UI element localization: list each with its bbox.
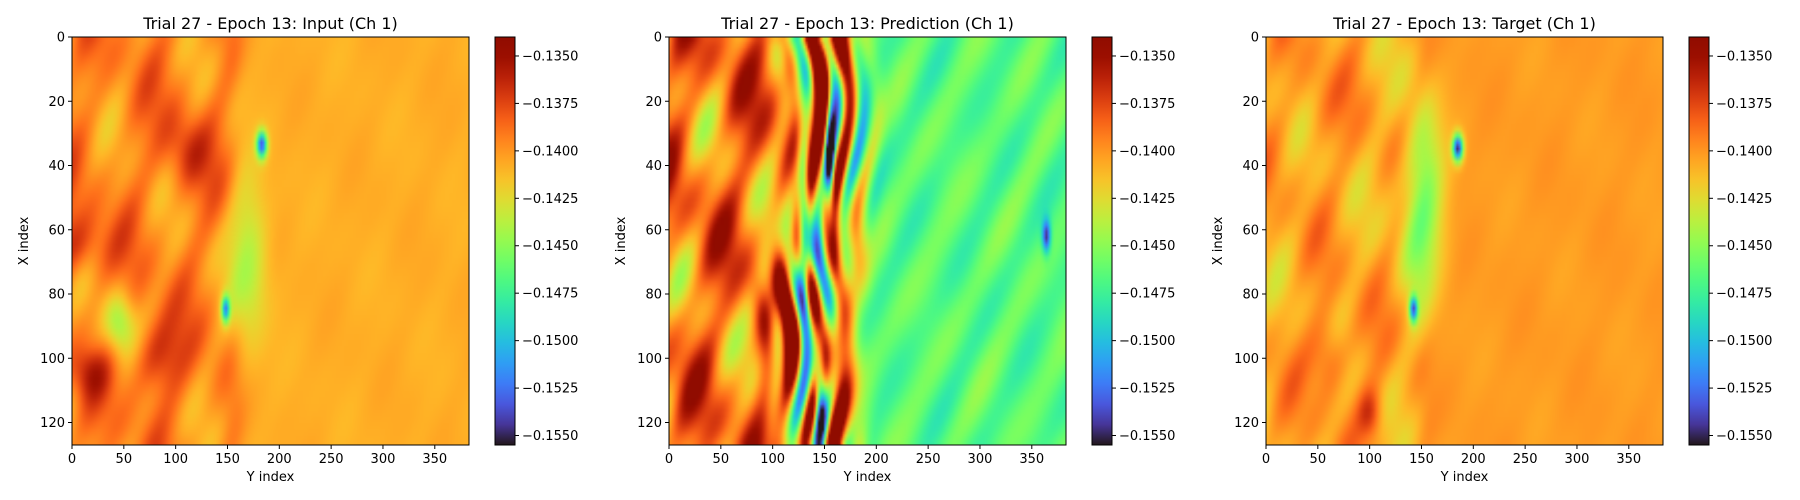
colorbar-tick-label: −0.1400 <box>1119 144 1175 159</box>
x-axis-label: Y index <box>843 470 892 485</box>
y-tick-label: 40 <box>48 159 65 174</box>
colorbar-tick-label: −0.1450 <box>1119 239 1175 254</box>
x-tick-label: 150 <box>215 452 240 467</box>
colorbar-tick-label: −0.1450 <box>1716 239 1772 254</box>
x-tick-label: 300 <box>371 452 396 467</box>
x-tick-label: 350 <box>1616 452 1641 467</box>
x-axis-label: Y index <box>246 470 295 485</box>
x-tick-label: 150 <box>1409 452 1434 467</box>
x-tick-label: 0 <box>1262 452 1270 467</box>
y-tick-label: 80 <box>1242 288 1259 303</box>
colorbar-tick-label: −0.1350 <box>522 49 578 64</box>
panel-1: Trial 27 - Epoch 13: Input (Ch 1) 0 50 100 1… <box>17 14 578 485</box>
colorbar-tick-label: −0.1350 <box>1119 49 1175 64</box>
colorbar-tick-label: −0.1425 <box>1716 192 1772 207</box>
heatmap-image <box>1266 37 1663 445</box>
colorbar-tick-label: −0.1425 <box>522 192 578 207</box>
y-tick-label: 80 <box>645 288 662 303</box>
colorbar-tick-label: −0.1400 <box>522 144 578 159</box>
x-tick-label: 350 <box>1019 452 1044 467</box>
y-tick-label: 60 <box>1242 223 1259 238</box>
plot-frame <box>1265 36 1664 446</box>
x-tick-label: 150 <box>812 452 837 467</box>
x-tick-label: 50 <box>1310 452 1327 467</box>
x-tick-label: 250 <box>319 452 344 467</box>
x-tick-label: 100 <box>163 452 188 467</box>
colorbar-tick-label: −0.1400 <box>1716 144 1772 159</box>
colorbar-tick-label: −0.1550 <box>522 429 578 444</box>
x-tick-label: 250 <box>916 452 941 467</box>
x-tick-label: 50 <box>713 452 730 467</box>
plot-frame <box>71 36 470 446</box>
colorbar <box>1091 36 1113 446</box>
colorbar-tick-label: −0.1500 <box>522 334 578 349</box>
y-tick-label: 40 <box>1242 159 1259 174</box>
x-tick-label: 200 <box>267 452 292 467</box>
y-tick-label: 120 <box>637 416 662 431</box>
y-tick-label: 60 <box>645 223 662 238</box>
heatmap-image <box>669 37 1066 445</box>
colorbar-tick-label: −0.1525 <box>1716 382 1772 397</box>
x-tick-label: 100 <box>1357 452 1382 467</box>
colorbar <box>494 36 516 446</box>
colorbar-tick-label: −0.1425 <box>1119 192 1175 207</box>
y-tick-label: 60 <box>48 223 65 238</box>
x-tick-label: 100 <box>760 452 785 467</box>
colorbar-tick-label: −0.1500 <box>1716 334 1772 349</box>
y-tick-label: 80 <box>48 288 65 303</box>
colorbar-tick-label: −0.1550 <box>1716 429 1772 444</box>
y-tick-label: 40 <box>645 159 662 174</box>
y-tick-label: 0 <box>1251 31 1259 46</box>
colorbar-tick-label: −0.1500 <box>1119 334 1175 349</box>
x-tick-label: 300 <box>968 452 993 467</box>
y-axis-label: X index <box>17 216 32 265</box>
x-tick-label: 300 <box>1565 452 1590 467</box>
panel-3: Trial 27 - Epoch 13: Target (Ch 1) 0 50 100… <box>1211 14 1772 485</box>
y-tick-label: 0 <box>654 31 662 46</box>
y-tick-label: 20 <box>48 95 65 110</box>
colorbar-tick-label: −0.1375 <box>522 97 578 112</box>
y-tick-label: 0 <box>57 31 65 46</box>
y-tick-label: 100 <box>637 352 662 367</box>
colorbar-tick-label: −0.1450 <box>522 239 578 254</box>
x-axis-label: Y index <box>1440 470 1489 485</box>
x-tick-label: 200 <box>1461 452 1486 467</box>
colorbar-tick-label: −0.1525 <box>522 382 578 397</box>
y-tick-label: 20 <box>645 95 662 110</box>
y-axis-label: X index <box>614 216 629 265</box>
heatmap-image <box>72 37 469 445</box>
y-tick-label: 120 <box>40 416 65 431</box>
colorbar-tick-label: −0.1475 <box>1119 287 1175 302</box>
x-tick-label: 0 <box>665 452 673 467</box>
x-tick-label: 50 <box>116 452 133 467</box>
colorbar-tick-label: −0.1550 <box>1119 429 1175 444</box>
panel-2: Trial 27 - Epoch 13: Prediction (Ch 1) 0 5… <box>614 14 1175 485</box>
x-tick-label: 200 <box>864 452 889 467</box>
plot-frame <box>668 36 1067 446</box>
y-tick-label: 120 <box>1234 416 1259 431</box>
y-tick-label: 100 <box>1234 352 1259 367</box>
chart-title: Trial 27 - Epoch 13: Input (Ch 1) <box>142 14 398 33</box>
chart-title: Trial 27 - Epoch 13: Target (Ch 1) <box>1332 14 1596 33</box>
y-tick-label: 100 <box>40 352 65 367</box>
colorbar-tick-label: −0.1475 <box>1716 287 1772 302</box>
colorbar-tick-label: −0.1375 <box>1119 97 1175 112</box>
y-axis-label: X index <box>1211 216 1226 265</box>
x-tick-label: 250 <box>1513 452 1538 467</box>
colorbar <box>1688 36 1710 446</box>
colorbar-tick-label: −0.1525 <box>1119 382 1175 397</box>
y-tick-label: 20 <box>1242 95 1259 110</box>
x-tick-label: 350 <box>422 452 447 467</box>
x-tick-label: 0 <box>68 452 76 467</box>
colorbar-tick-label: −0.1350 <box>1716 49 1772 64</box>
colorbar-tick-label: −0.1475 <box>522 287 578 302</box>
chart-title: Trial 27 - Epoch 13: Prediction (Ch 1) <box>720 14 1014 33</box>
colorbar-tick-label: −0.1375 <box>1716 97 1772 112</box>
